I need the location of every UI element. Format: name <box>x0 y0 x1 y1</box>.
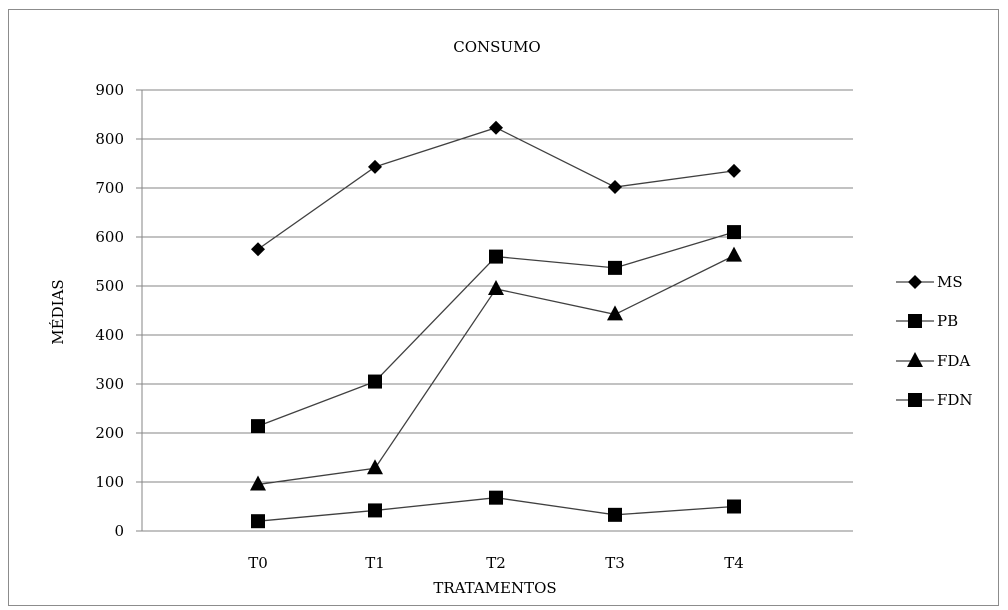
legend-item-fdn: FDN <box>896 391 973 409</box>
data-point-pb-t1 <box>368 503 382 518</box>
y-tick-label: 600 <box>95 228 124 246</box>
data-point-ms-t1 <box>368 159 382 174</box>
legend-label: PB <box>937 312 958 330</box>
x-tick-label: T1 <box>365 554 385 572</box>
series-fdn <box>251 225 741 434</box>
y-tick-label: 900 <box>95 81 124 99</box>
data-point-ms-t2 <box>489 120 503 135</box>
x-tick-labels: T0 T1 T2 T3 T4 <box>248 554 744 572</box>
x-tick-label: T4 <box>724 554 744 572</box>
chart-title: CONSUMO <box>453 38 540 56</box>
series-fda <box>250 246 742 491</box>
legend-label: FDN <box>937 391 973 409</box>
data-point-ms-t0 <box>251 242 265 257</box>
y-tick-label: 700 <box>95 179 124 197</box>
data-point-fdn-t1 <box>368 374 382 389</box>
x-tick-label: T3 <box>605 554 625 572</box>
data-point-pb-t0 <box>251 514 265 529</box>
data-point-fdn-t2 <box>489 249 503 264</box>
legend: MS PB FDA FDN <box>896 273 973 409</box>
data-point-fda-t3 <box>607 305 623 321</box>
data-point-pb-t3 <box>608 507 622 522</box>
data-point-pb-t2 <box>489 490 503 505</box>
y-tick-label: 500 <box>95 277 124 295</box>
y-tick-label: 200 <box>95 424 124 442</box>
legend-marker-fdn <box>908 393 922 407</box>
y-tick-label: 400 <box>95 326 124 344</box>
legend-item-fda: FDA <box>896 352 970 370</box>
data-point-fda-t2 <box>488 279 504 295</box>
data-point-fda-t1 <box>367 459 383 475</box>
y-tick-label: 300 <box>95 375 124 393</box>
legend-marker-fda <box>907 352 923 367</box>
legend-item-pb: PB <box>896 312 958 330</box>
x-tick-label: T2 <box>486 554 506 572</box>
data-point-ms-t3 <box>608 180 622 195</box>
legend-marker-pb <box>908 314 922 328</box>
data-point-pb-t4 <box>727 499 741 514</box>
y-tick-label: 100 <box>95 473 124 491</box>
series-pb <box>251 490 741 529</box>
data-point-ms-t4 <box>727 163 741 178</box>
y-tick-label: 0 <box>114 522 124 540</box>
legend-marker-ms <box>908 275 922 289</box>
y-axis-label: MÉDIAS <box>49 279 67 344</box>
data-point-fdn-t0 <box>251 419 265 434</box>
y-tick-label: 800 <box>95 130 124 148</box>
x-tick-label: T0 <box>248 554 268 572</box>
chart-frame <box>8 9 999 606</box>
legend-label: FDA <box>937 352 970 370</box>
legend-item-ms: MS <box>896 273 963 291</box>
data-point-fdn-t4 <box>727 225 741 240</box>
y-tick-labels: 0 100 200 300 400 500 600 700 800 900 <box>95 81 124 540</box>
series-ms <box>251 120 741 257</box>
x-axis-label: TRATAMENTOS <box>433 579 556 597</box>
gridlines <box>136 89 853 532</box>
data-point-fda-t4 <box>726 246 742 262</box>
data-point-fda-t0 <box>250 475 266 491</box>
data-point-fdn-t3 <box>608 260 622 275</box>
legend-label: MS <box>937 273 963 291</box>
series-layer <box>250 120 742 529</box>
